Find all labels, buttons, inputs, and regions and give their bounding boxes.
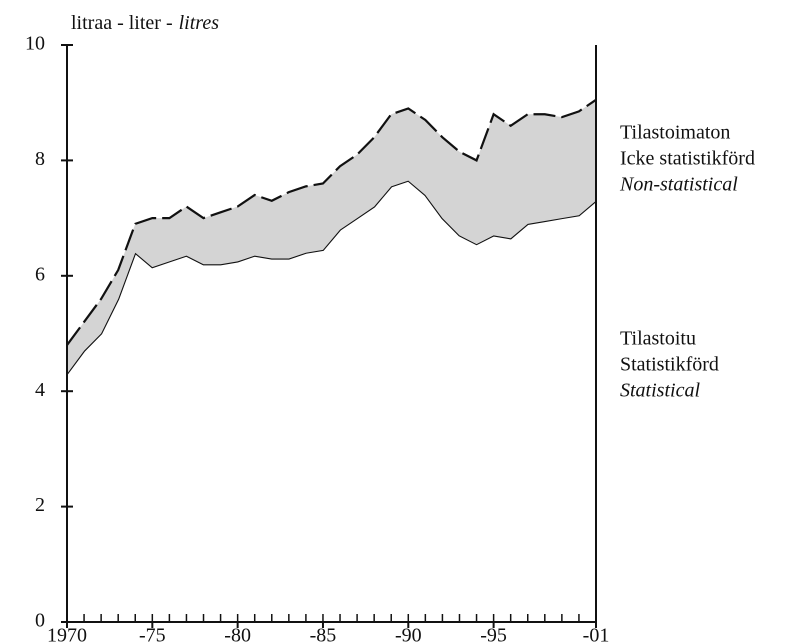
series-label: Tilastoimaton [620, 122, 730, 144]
area [67, 180, 596, 622]
x-tick-label: -01 [583, 625, 610, 644]
y-tick-label: 2 [35, 494, 45, 516]
y-tick-label: 8 [35, 148, 45, 170]
y-tick-label: 0 [35, 610, 45, 632]
x-tick-label: -85 [310, 625, 337, 644]
line [66, 98, 597, 346]
series-label: Statistical [620, 380, 700, 402]
y-tick-label: 6 [35, 263, 45, 285]
series-label: Statistikförd [620, 354, 719, 376]
y-axis-label-part: litraa - liter - [71, 12, 173, 34]
series-label: Icke statistikförd [620, 148, 755, 170]
y-axis-label-part: litres [179, 12, 220, 34]
x-tick-label: -90 [395, 625, 422, 644]
x-tick-label: -80 [224, 625, 251, 644]
y-tick-label: 10 [25, 33, 45, 55]
x-tick-label: -95 [480, 625, 507, 644]
x-tick-label: -75 [139, 625, 166, 644]
x-tick-label: 1970 [47, 625, 87, 644]
area [67, 99, 596, 374]
series-label: Non-statistical [619, 174, 738, 196]
y-axis-label: litraa - liter - litres [71, 12, 219, 34]
series-label: Tilastoitu [620, 328, 696, 350]
y-tick-label: 4 [35, 379, 45, 401]
